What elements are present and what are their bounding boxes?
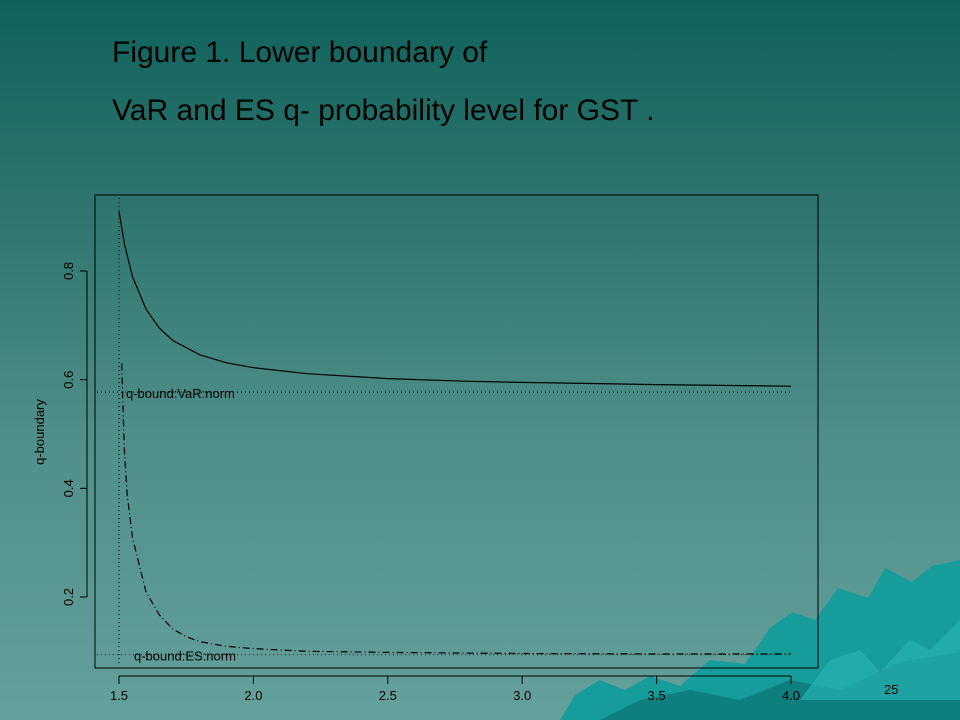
plot-frame xyxy=(94,194,819,669)
y-axis: 0.2 0.4 0.6 0.8 xyxy=(61,262,88,606)
iceberg-decoration xyxy=(560,560,960,720)
reference-line-label: q-bound:VaR:norm xyxy=(126,386,235,401)
data-series xyxy=(118,211,792,655)
page-number: 25 xyxy=(884,682,899,697)
reference-line-label: q-bound:ES:norm xyxy=(134,649,236,664)
slide-title-line-2: VaR and ES q- probability level for GST … xyxy=(112,94,655,127)
x-tick-label: 1.5 xyxy=(110,688,128,703)
y-axis-label: q-boundary xyxy=(32,399,47,465)
series-line-es xyxy=(121,363,791,655)
x-tick-label: 4.0 xyxy=(782,688,800,703)
y-tick-label: 0.6 xyxy=(61,371,76,389)
x-tick-label: 3.0 xyxy=(513,688,531,703)
x-tick-label: 2.5 xyxy=(379,688,397,703)
slide-title-line-1: Figure 1. Lower boundary of xyxy=(112,36,488,69)
x-axis: 1.5 2.0 2.5 3.0 3.5 4.0 xyxy=(110,675,800,703)
x-tick-label: 3.5 xyxy=(648,688,666,703)
y-tick-label: 0.8 xyxy=(61,262,76,280)
x-tick-label: 2.0 xyxy=(244,688,262,703)
y-tick-label: 0.4 xyxy=(61,479,76,497)
y-tick-label: 0.2 xyxy=(61,588,76,606)
reference-lines: q-bound:VaR:norm q-bound:ES:norm xyxy=(97,198,791,666)
series-line-var xyxy=(118,211,792,387)
